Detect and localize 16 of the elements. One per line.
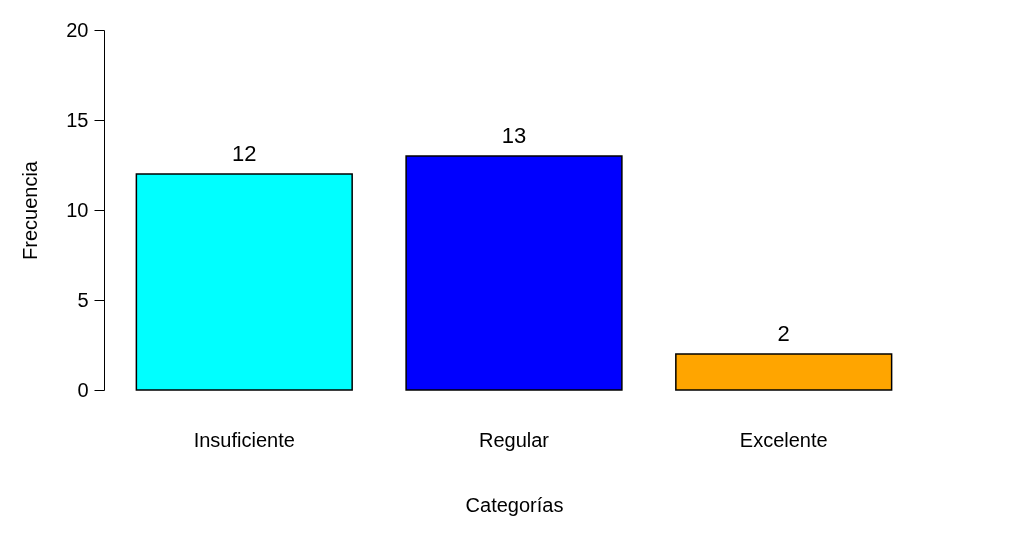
bar <box>135 173 353 391</box>
x-tick-label: Insuficiente <box>193 428 295 451</box>
y-tick-label: 5 <box>77 288 89 311</box>
x-tick-label: Excelente <box>739 428 828 451</box>
y-tick-label: 10 <box>66 198 89 221</box>
bar <box>405 155 623 391</box>
data-label: 2 <box>777 321 790 346</box>
y-tick-label: 0 <box>77 378 89 401</box>
data-label: 13 <box>501 123 527 148</box>
y-tick-label: 15 <box>66 108 89 131</box>
y-tick-label: 20 <box>66 18 89 41</box>
data-label: 12 <box>232 141 257 166</box>
x-axis-title: Categorías <box>465 493 564 516</box>
y-axis-title: Frecuencia <box>19 160 42 260</box>
bar <box>675 353 893 391</box>
x-tick-label: Regular <box>478 428 550 451</box>
